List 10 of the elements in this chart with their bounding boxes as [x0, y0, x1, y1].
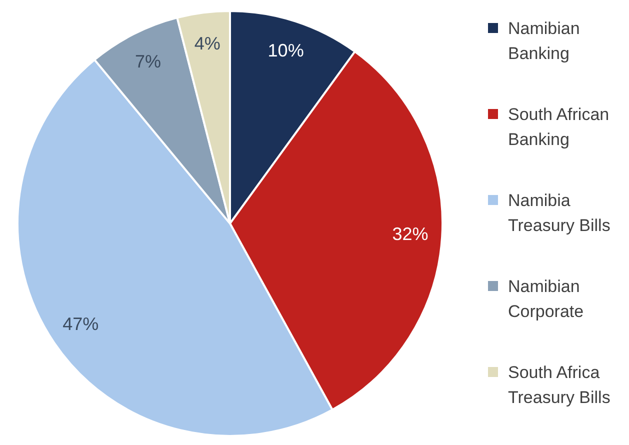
data-label: 7% — [134, 52, 162, 72]
data-label: 10% — [268, 40, 304, 61]
data-label: 47% — [62, 314, 99, 334]
legend-label: Namibia Treasury Bills — [508, 190, 612, 237]
legend-label: Namibian Banking — [508, 18, 581, 65]
legend-label: South African Banking — [508, 104, 610, 151]
data-label: 32% — [392, 224, 428, 244]
legend-label: South Africa Treasury Bills — [508, 362, 612, 409]
legend-label: Namibian Corporate — [508, 276, 585, 323]
data-label: 4% — [194, 33, 220, 54]
